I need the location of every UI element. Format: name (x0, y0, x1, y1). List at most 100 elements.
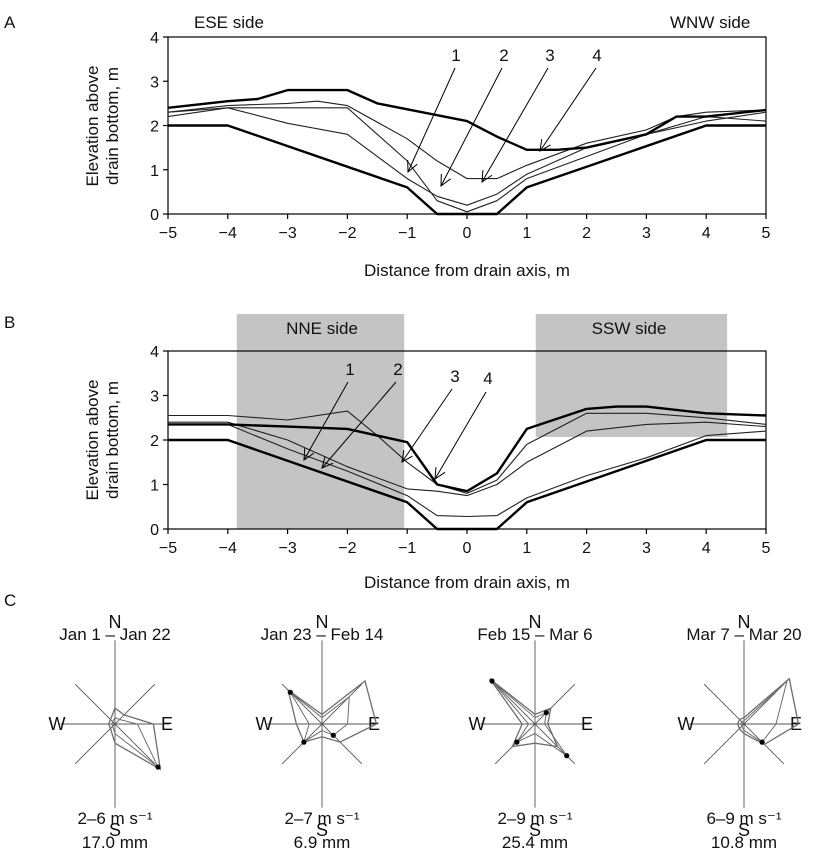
callout-arrowhead-3 (481, 169, 493, 183)
wind-rose-period: Jan 23 – Feb 14 (261, 625, 384, 644)
x-tick-label: 0 (463, 225, 472, 242)
rose-dot-sw (514, 739, 520, 745)
curve-label-2: 2 (499, 46, 508, 65)
callout-arrow-2 (321, 381, 397, 469)
panel-a-y-axis-label: Elevation above drain bottom, m (83, 66, 122, 187)
profile-series-2 (168, 421, 767, 497)
rose-direction-e: E (581, 714, 593, 734)
rose-inner-polygon (289, 691, 350, 744)
profile-series-3 (167, 100, 767, 180)
y-label-line2: drain bottom, m (103, 67, 122, 185)
curve-label-3: 3 (545, 46, 554, 65)
rose-direction-w: W (678, 714, 695, 734)
rose-dot-se (759, 739, 765, 745)
wind-rose-speed: 2–6 m s⁻¹ (77, 809, 152, 828)
wind-rose-total: 25.4 mm (502, 833, 568, 852)
callout-arrow-3 (481, 67, 549, 183)
wind-rose-4: Mar 7 – Mar 20N E S W 6–9 m s⁻¹ 10.8 mm (678, 612, 803, 852)
y-tick-label: 4 (150, 30, 159, 47)
x-tick-label: 5 (762, 225, 771, 242)
panel-a-right-side-label: WNW side (670, 13, 750, 32)
y-tick-label: 1 (150, 478, 159, 495)
y-label-line2: drain bottom, m (103, 381, 122, 499)
callout-arrowhead-3 (401, 450, 413, 463)
rose-direction-n: N (738, 612, 751, 632)
wind-rose-period: Jan 1 – Jan 22 (59, 625, 171, 644)
y-label-line1: Elevation above (83, 380, 102, 501)
x-tick-label: −1 (398, 540, 416, 557)
rose-dot-se (564, 753, 570, 759)
wind-rose-speed: 2–7 m s⁻¹ (284, 809, 359, 828)
rose-dot-nw (489, 678, 495, 684)
rose-direction-e: E (368, 714, 380, 734)
profile-series-1 (167, 107, 767, 213)
x-tick-label: −2 (338, 225, 356, 242)
rose-dot-se (155, 764, 161, 770)
callout-arrow-2 (440, 67, 503, 187)
rose-outer-polygon (287, 679, 378, 743)
rose-direction-w: W (49, 714, 66, 734)
drain-profile-line (168, 438, 766, 531)
rose-outer-polygon (107, 706, 162, 771)
panel-a-left-side-label: ESE side (194, 13, 264, 32)
x-tick-label: −3 (278, 540, 296, 557)
rose-inner-polygon (491, 680, 568, 757)
x-tick-label: −4 (219, 540, 237, 557)
rose-direction-n: N (109, 612, 122, 632)
x-tick-label: 1 (522, 540, 531, 557)
rose-direction-s: S (738, 820, 750, 840)
x-tick-label: −3 (278, 225, 296, 242)
profile-series-4 (167, 88, 767, 152)
x-tick-label: 4 (702, 540, 711, 557)
wind-rose-2: Jan 23 – Feb 14N E S W 2–7 m s⁻¹ 6.9 mm (256, 612, 384, 852)
rose-direction-e: E (161, 714, 173, 734)
wind-rose-total: 10.8 mm (711, 833, 777, 852)
panel-b: B NNE side SSW side Elevation above drai… (4, 313, 771, 592)
rose-dot-ne (543, 710, 549, 716)
callout-arrowhead-2 (321, 456, 334, 469)
wind-rose-total: 6.9 mm (294, 833, 351, 852)
x-tick-label: −5 (159, 540, 177, 557)
y-label-line1: Elevation above (83, 66, 102, 187)
panel-a-ticks: −5 −4 −3 −2 −1 0 1 2 3 4 5 0 1 2 3 4 (150, 30, 770, 242)
curve-label-4: 4 (592, 46, 601, 65)
profile-series-1 (168, 423, 767, 518)
x-tick-label: −4 (219, 225, 237, 242)
y-tick-label: 1 (150, 163, 159, 180)
rose-inner-polygon (740, 679, 788, 743)
callout-arrow-4 (539, 67, 597, 152)
rose-outer-polygon (736, 677, 800, 746)
callout-arrowhead-2 (440, 173, 451, 188)
panel-b-x-axis-label: Distance from drain axis, m (364, 573, 570, 592)
panel-a: A ESE side WNW side Elevation above drai… (4, 13, 771, 280)
rose-direction-e: E (790, 714, 802, 734)
panel-a-series (167, 88, 767, 216)
rose-outer-polygon (489, 678, 559, 748)
x-tick-label: 1 (522, 225, 531, 242)
curve-label-1: 1 (451, 46, 460, 65)
x-tick-label: −2 (338, 540, 356, 557)
panel-b-y-axis-label: Elevation above drain bottom, m (83, 380, 122, 501)
rose-direction-s: S (529, 820, 541, 840)
x-tick-label: 4 (702, 225, 711, 242)
y-tick-label: 0 (150, 207, 159, 224)
x-tick-label: 3 (642, 540, 651, 557)
x-tick-label: 2 (582, 540, 591, 557)
shaded-region (236, 314, 405, 529)
y-tick-label: 3 (150, 389, 159, 406)
curve-label-3: 3 (450, 367, 459, 386)
callout-arrow-1 (407, 67, 456, 173)
y-tick-label: 2 (150, 119, 159, 136)
y-tick-label: 3 (150, 74, 159, 91)
callout-arrow-1 (303, 381, 349, 461)
rose-direction-n: N (529, 612, 542, 632)
x-tick-label: −1 (398, 225, 416, 242)
panel-a-curve-callouts: 1 2 3 4 (407, 46, 602, 188)
rose-direction-s: S (109, 820, 121, 840)
rose-dot-se (330, 732, 336, 738)
x-tick-label: 3 (642, 225, 651, 242)
rose-inner-polygon (111, 716, 159, 768)
panel-c-letter: C (4, 591, 16, 610)
panel-b-letter: B (4, 313, 15, 332)
